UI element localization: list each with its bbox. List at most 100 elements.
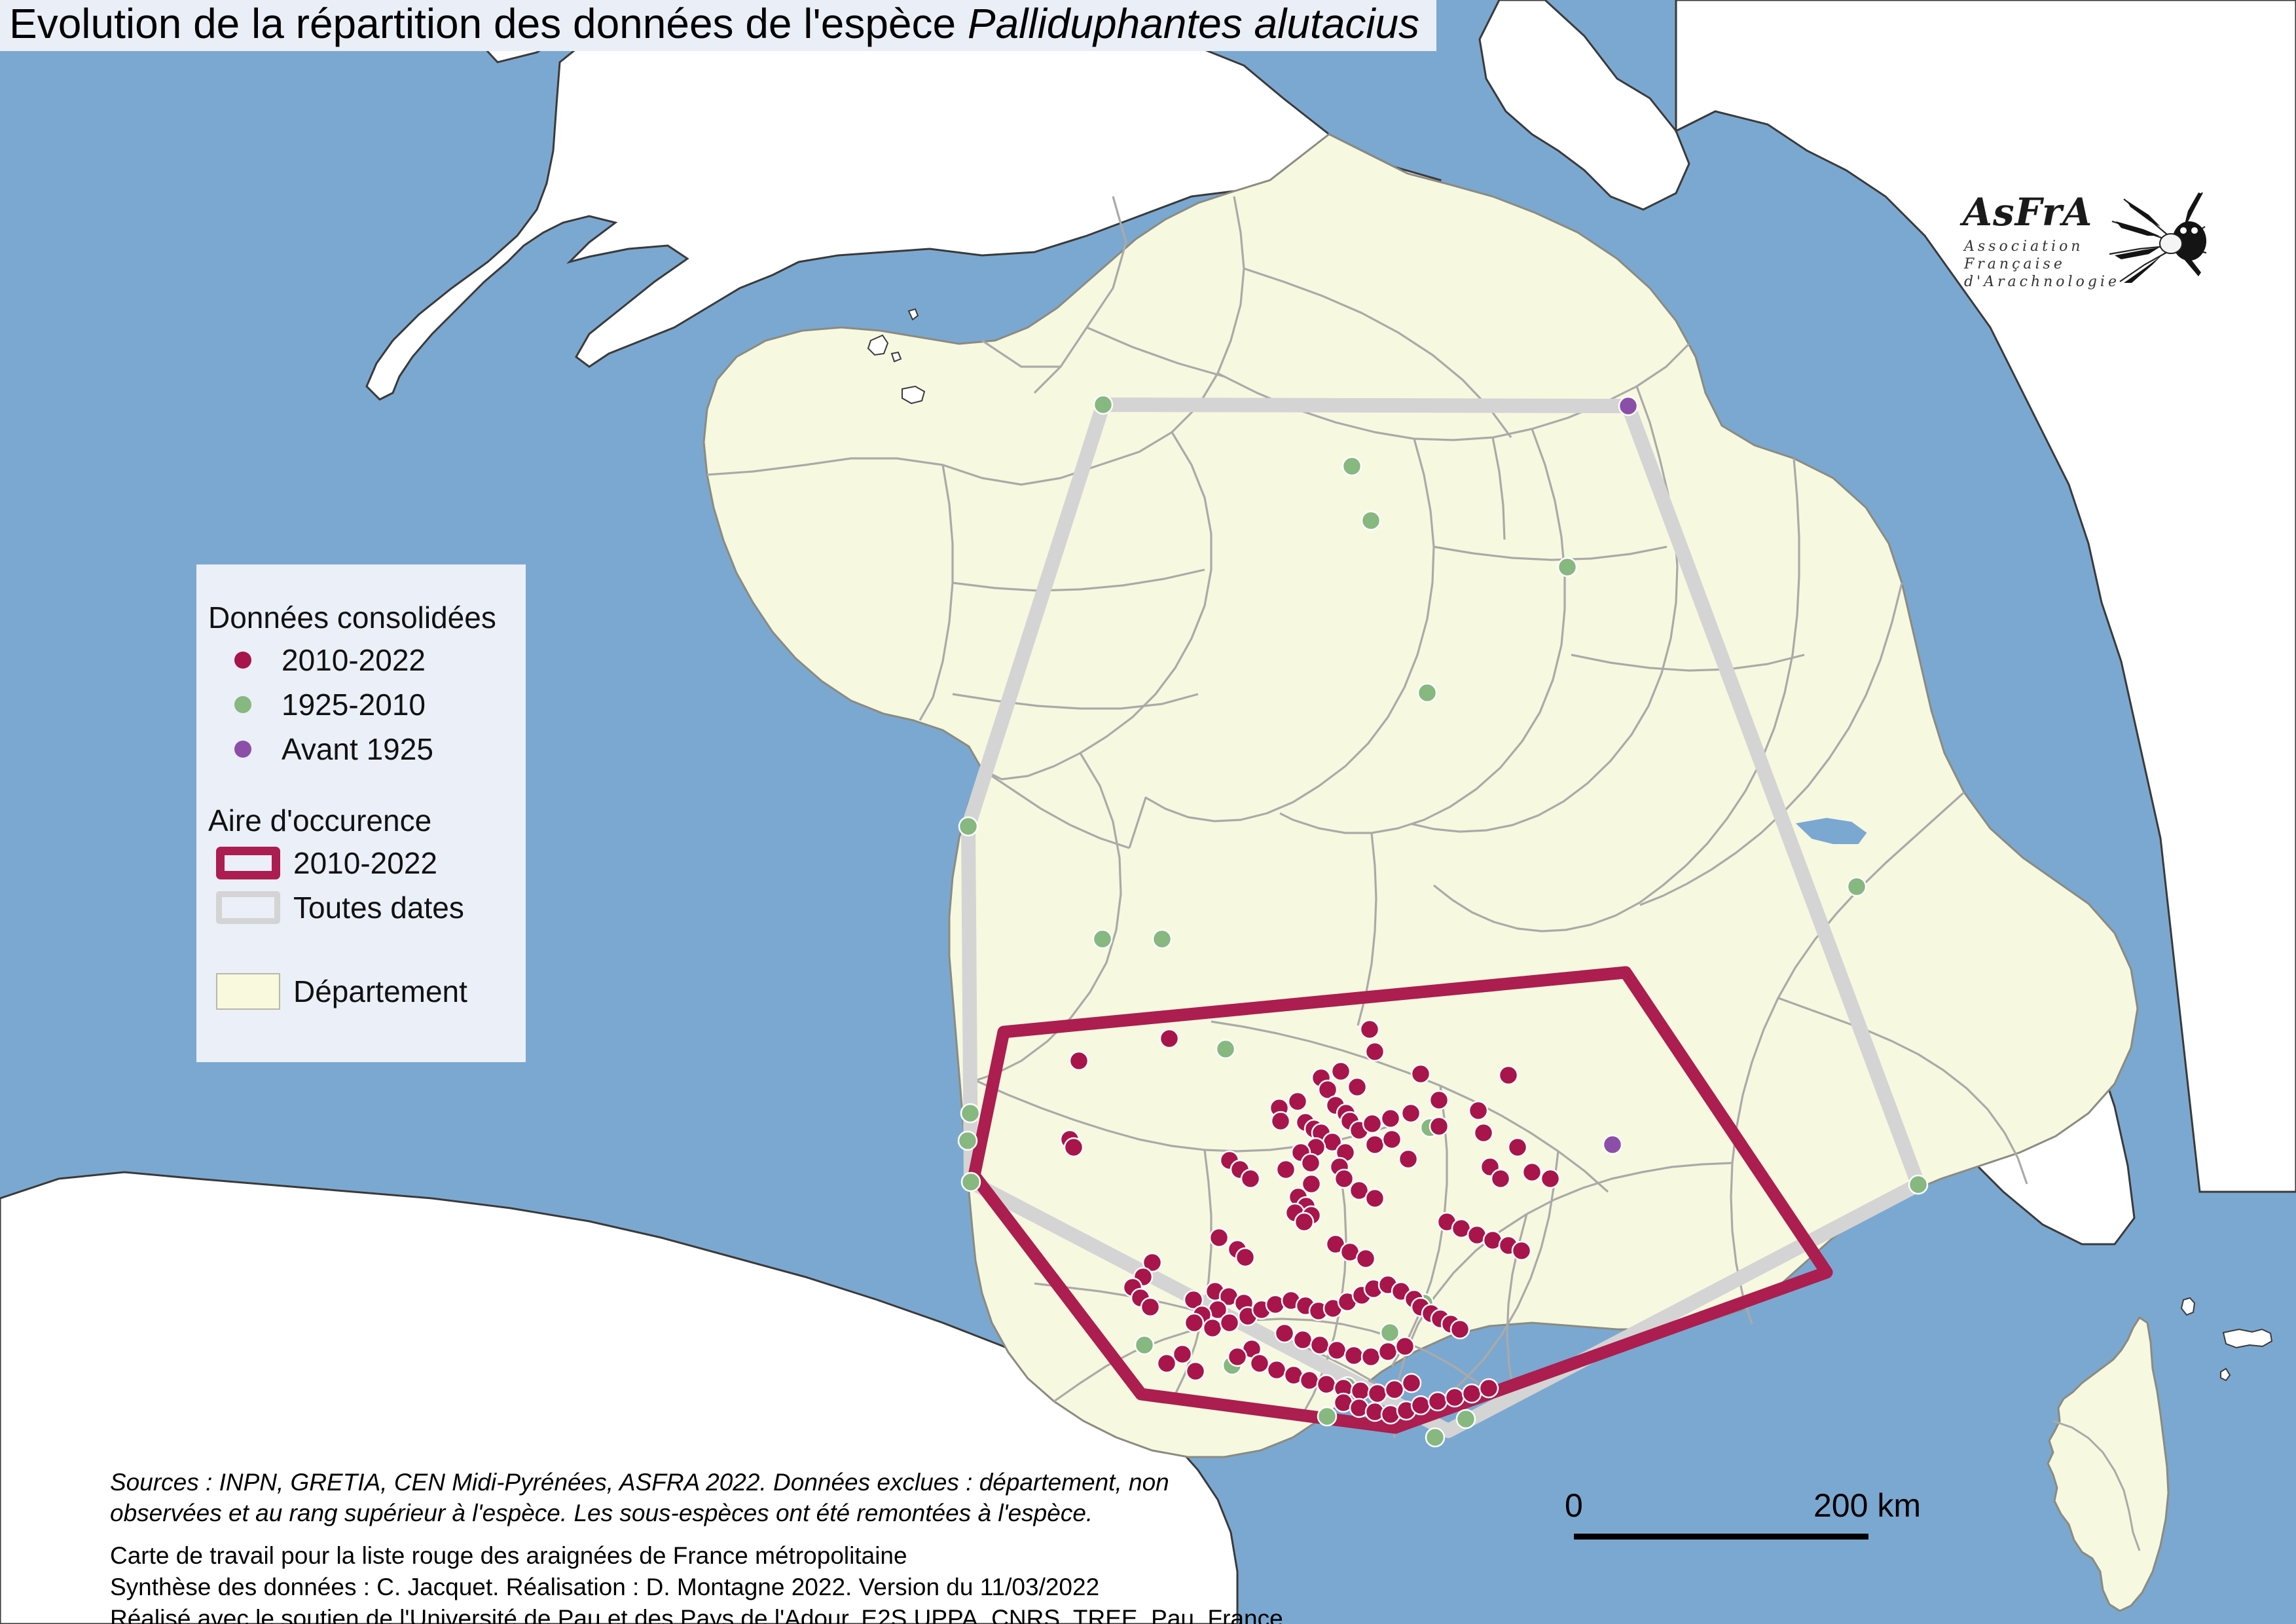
- data-point-2010-2022: [1401, 1373, 1422, 1393]
- data-point-1925-2010: [960, 1172, 981, 1192]
- filled-circle-marker-icon: [234, 741, 251, 758]
- data-point-1925-2010: [1341, 456, 1362, 477]
- filled-rectangle-swatch-icon: [216, 973, 280, 1010]
- data-point-2010-2022: [1362, 1113, 1383, 1134]
- legend-label: 1925-2010: [282, 688, 426, 722]
- data-point-2010-2022: [1202, 1318, 1223, 1338]
- data-point-1925-2010: [958, 816, 979, 837]
- data-point-2010-2022: [1266, 1359, 1287, 1380]
- data-point-1925-2010: [1908, 1174, 1929, 1195]
- data-point-1925-2010: [1379, 1322, 1400, 1343]
- logo-subtitle-line3: d'Arachnologie: [1964, 274, 2120, 290]
- corsica-island: [2047, 1316, 2170, 1612]
- asfra-logo: AsFrA Association Française d'Arachnolog…: [1951, 190, 2207, 341]
- data-point-2010-2022: [1349, 1180, 1370, 1201]
- data-point-2010-2022: [1507, 1137, 1528, 1158]
- credits-line-3: Réalisé avec le soutien de l'Université …: [110, 1605, 1283, 1624]
- legend-label: 2010-2022: [293, 846, 437, 880]
- data-point-1925-2010: [957, 1130, 978, 1151]
- data-point-2010-2022: [1142, 1252, 1163, 1273]
- data-point-1925-2010: [1360, 510, 1381, 531]
- data-point-1925-2010: [1134, 1335, 1155, 1356]
- outlined-rectangle-swatch-icon: [216, 891, 280, 924]
- data-point-2010-2022: [1240, 1168, 1261, 1189]
- data-point-2010-2022: [1444, 1387, 1465, 1408]
- legend-label: 2010-2022: [282, 643, 426, 677]
- legend-heading-aire: Aire d'occurence: [208, 803, 432, 838]
- data-point-2010-2022: [1287, 1091, 1308, 1112]
- data-point-2010-2022: [1068, 1050, 1089, 1071]
- data-point-2010-2022: [1427, 1391, 1448, 1412]
- scale-bar-line: [1574, 1534, 1868, 1540]
- islets-atlantic: [867, 308, 926, 405]
- legend-label: Toutes dates: [293, 891, 464, 925]
- data-point-2010-2022: [1429, 1116, 1449, 1137]
- credits-block: Carte de travail pour la liste rouge des…: [110, 1540, 1354, 1624]
- lake-geneva: [1795, 817, 1867, 844]
- data-point-2010-2022: [1156, 1353, 1177, 1374]
- legend-item-departement[interactable]: Département: [196, 969, 526, 1014]
- data-point-1925-2010: [1152, 929, 1173, 950]
- data-point-2010-2022: [1330, 1061, 1351, 1082]
- map-title: Evolution de la répartition des données …: [0, 0, 1437, 51]
- data-point-2010-2022: [1540, 1168, 1561, 1189]
- scale-bar: 0 200 km: [1565, 1486, 1921, 1559]
- data-point-1925-2010: [1846, 876, 1867, 897]
- data-point-2010-2022: [1185, 1361, 1206, 1382]
- data-point-1925-2010: [1455, 1409, 1476, 1430]
- data-point-1925-2010: [1093, 394, 1114, 415]
- data-point-2010-2022: [1301, 1173, 1322, 1194]
- legend-item-1925-2010-point[interactable]: 1925-2010: [196, 682, 526, 727]
- legend-item-hull-toutes-dates[interactable]: Toutes dates: [196, 885, 526, 930]
- data-point-2010-2022: [1355, 1248, 1376, 1269]
- legend-item-2010-2022-point[interactable]: 2010-2022: [196, 638, 526, 682]
- data-point-2010-2022: [1183, 1289, 1204, 1310]
- outlined-rectangle-swatch-icon: [216, 847, 280, 879]
- data-point-2010-2022: [1364, 1134, 1385, 1155]
- data-point-2010-2022: [1394, 1336, 1415, 1357]
- data-point-2010-2022: [1380, 1108, 1401, 1129]
- data-point-2010-2022: [1227, 1346, 1248, 1367]
- legend-label: Département: [293, 974, 467, 1008]
- legend-item-hull-2010-2022[interactable]: 2010-2022: [196, 841, 526, 885]
- credits-line-2: Synthèse des données : C. Jacquet. Réali…: [110, 1574, 1100, 1601]
- corsica-department-border: [2052, 1420, 2141, 1551]
- data-point-1925-2010: [1215, 1039, 1236, 1060]
- credits-line-1: Carte de travail pour la liste rouge des…: [110, 1542, 907, 1569]
- sources-note: Sources : INPN, GRETIA, CEN Midi-Pyrénée…: [110, 1469, 1169, 1527]
- data-point-2010-2022: [1468, 1100, 1489, 1121]
- data-point-2010-2022: [1449, 1319, 1470, 1340]
- data-point-2010-2022: [1063, 1137, 1084, 1158]
- legend-spacer: [196, 930, 526, 969]
- data-point-2010-2022: [1377, 1341, 1398, 1362]
- data-point-2010-2022: [1317, 1079, 1338, 1100]
- data-point-1925-2010: [1557, 557, 1578, 578]
- legend-panel: Données consolidées 2010-2022 1925-2010 …: [196, 564, 526, 1062]
- data-point-2010-2022: [1300, 1153, 1321, 1173]
- data-point-2010-2022: [1347, 1077, 1368, 1098]
- data-point-avant-1925: [1602, 1134, 1623, 1155]
- data-point-2010-2022: [1511, 1240, 1532, 1261]
- data-point-2010-2022: [1172, 1344, 1193, 1365]
- data-point-2010-2022: [1367, 1383, 1388, 1404]
- data-point-2010-2022: [1478, 1378, 1499, 1399]
- data-point-1925-2010: [1092, 929, 1113, 950]
- data-point-2010-2022: [1249, 1353, 1270, 1374]
- data-point-2010-2022: [1364, 1041, 1385, 1062]
- data-point-2010-2022: [1270, 1111, 1291, 1132]
- data-point-2010-2022: [1343, 1345, 1364, 1366]
- data-point-2010-2022: [1274, 1323, 1295, 1344]
- data-point-2010-2022: [1400, 1103, 1421, 1124]
- data-point-2010-2022: [1316, 1374, 1337, 1395]
- logo-brand-text: AsFrA: [1963, 190, 2093, 234]
- department-borders: [706, 196, 2028, 1438]
- data-point-2010-2022: [1184, 1312, 1205, 1333]
- data-point-2010-2022: [1275, 1159, 1296, 1180]
- data-point-2010-2022: [1498, 1065, 1519, 1086]
- legend-item-avant-1925-point[interactable]: Avant 1925: [196, 727, 526, 771]
- map-title-species: Palliduphantes alutacius: [967, 0, 1420, 47]
- data-point-2010-2022: [1522, 1162, 1542, 1183]
